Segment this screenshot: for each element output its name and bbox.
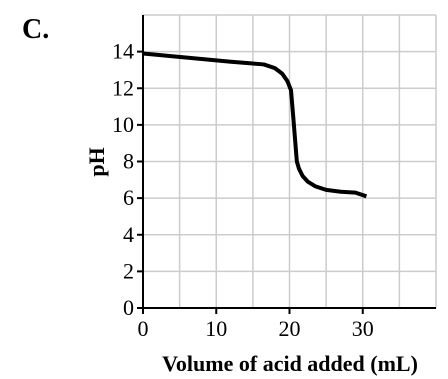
x-tick-label: 20: [279, 316, 301, 341]
x-ticks: 0 10 20 30: [138, 308, 374, 341]
panel-label: C.: [22, 14, 49, 45]
y-tick-label: 12: [112, 75, 134, 100]
x-tick-label: 0: [138, 316, 149, 341]
y-axis-title: pH: [84, 147, 109, 176]
y-tick-label: 6: [123, 185, 134, 210]
y-ticks: 0 2 4 6 8 10 12 14: [112, 39, 143, 320]
y-tick-label: 2: [123, 258, 134, 283]
x-tick-label: 10: [205, 316, 227, 341]
y-tick-label: 4: [123, 222, 134, 247]
x-axis-title: Volume of acid added (mL): [162, 351, 418, 376]
y-tick-label: 10: [112, 112, 134, 137]
series-group: [142, 51, 368, 199]
y-tick-label: 14: [112, 39, 134, 64]
titration-curve: [142, 51, 368, 199]
x-tick-label: 30: [352, 316, 374, 341]
y-tick-label: 0: [123, 295, 134, 320]
y-tick-label: 8: [123, 149, 134, 174]
